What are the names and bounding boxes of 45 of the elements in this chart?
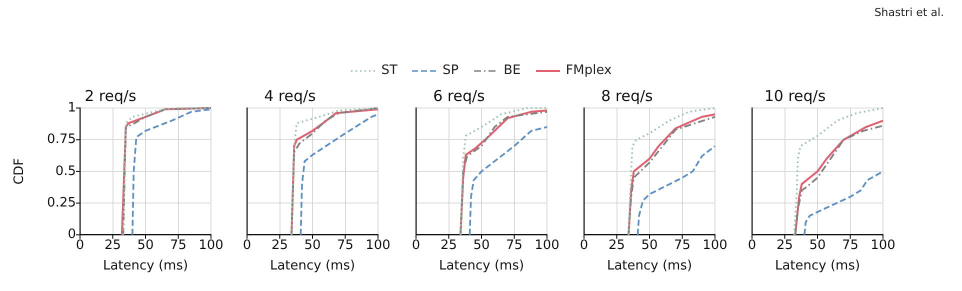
x-axis-title: Latency (ms) [102,258,188,274]
x-tick-label: 100 [534,238,560,253]
x-tick-label: 75 [842,238,859,253]
chart-title: 8 req/s [601,86,654,105]
x-tick-label: 100 [366,238,390,253]
y-axis-title: CDF [12,158,28,185]
x-tick-label: 0 [580,238,588,253]
x-axis-title: Latency (ms) [270,258,356,274]
x-axis-title: Latency (ms) [774,258,860,274]
y-tick-label: 0.5 [55,164,76,179]
x-tick-label: 0 [412,238,420,253]
legend-label: ST [381,63,398,78]
x-tick-label: 25 [608,238,626,253]
y-tick-label: 0.75 [47,132,76,148]
chart-title: 10 req/s [764,86,826,105]
x-tick-label: 50 [809,238,826,253]
x-tick-label: 25 [271,238,288,253]
x-tick-label: 50 [137,238,154,253]
x-tick-label: 75 [170,238,187,253]
legend-label: SP [442,63,459,78]
y-tick-label: 0 [68,227,76,242]
x-tick-label: 0 [242,238,252,253]
chart-title: 6 req/s [433,86,486,105]
x-tick-label: 75 [674,238,691,253]
x-axis-title: Latency (ms) [606,258,692,274]
x-tick-label: 0 [748,238,756,253]
x-tick-label: 50 [641,238,658,253]
chart-title: 2 req/s [84,86,137,105]
x-tick-label: 50 [304,238,321,253]
x-tick-label: 25 [440,238,458,253]
legend-label: BE [504,63,521,78]
legend-label: FMplex [566,63,612,78]
y-tick-label: 0.25 [47,195,76,210]
x-tick-label: 25 [104,238,122,253]
chart-title: 4 req/s [264,86,316,105]
x-tick-label: 100 [870,238,896,253]
x-tick-label: 75 [336,238,354,253]
text: Shastri et al. [874,6,944,19]
x-tick-label: 100 [198,238,224,253]
x-tick-label: 25 [776,238,794,253]
x-tick-label: 50 [473,238,490,253]
x-tick-label: 100 [702,238,728,253]
y-tick-label: 1 [68,100,76,116]
x-axis-title: Latency (ms) [438,258,524,274]
x-tick-label: 75 [506,238,523,253]
